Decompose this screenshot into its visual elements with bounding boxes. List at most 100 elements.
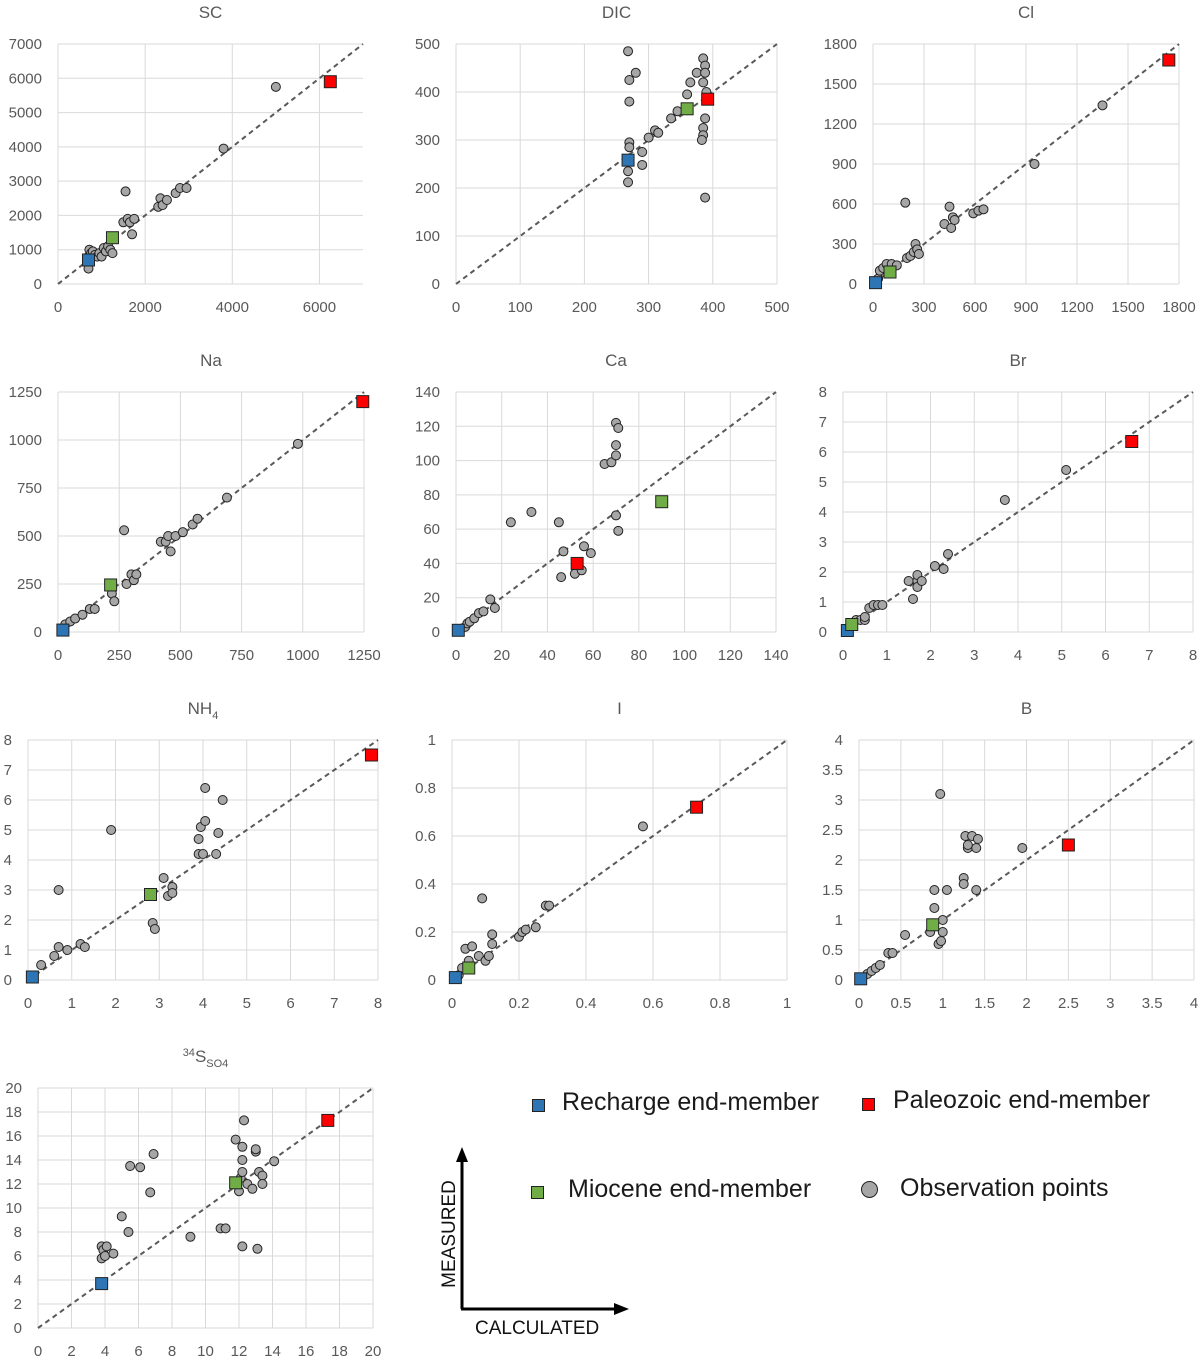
chart-title: NH4 (188, 699, 219, 722)
observation-point (630, 67, 641, 78)
y-tick-label: 7 (4, 762, 12, 779)
miocene-end-member (655, 495, 669, 509)
y-tick-label: 2 (14, 1296, 22, 1313)
y-tick-label: 0 (14, 1320, 22, 1337)
observation-point (682, 89, 693, 100)
observation-point (666, 113, 677, 124)
y-tick-label: 5 (4, 822, 12, 839)
x-tick-label: 7 (1145, 647, 1153, 664)
x-tick-label: 1 (783, 995, 791, 1012)
chart-title: Cl (1018, 3, 1034, 22)
observation-point (79, 942, 90, 952)
chart-title: B (1021, 699, 1032, 718)
observation-point (131, 569, 142, 580)
observation-point (221, 492, 232, 503)
observation-point (100, 1251, 110, 1261)
y-tick-label: 250 (17, 576, 42, 593)
x-tick-label: 0 (24, 995, 32, 1012)
observation-point (611, 440, 621, 451)
x-tick-label: 600 (962, 299, 987, 316)
observation-point (530, 922, 541, 933)
x-tick-label: 12 (231, 1343, 248, 1360)
x-tick-label: 2 (111, 995, 119, 1012)
observation-point (49, 951, 60, 961)
legend-recharge-marker (532, 1099, 545, 1112)
legend-observation-marker (861, 1181, 878, 1198)
chart-title: DIC (602, 3, 631, 22)
observation-point (685, 77, 696, 88)
legend-paleozoic-marker (862, 1098, 875, 1111)
observation-point (485, 594, 496, 605)
observation-point (624, 75, 635, 85)
y-tick-label: 300 (415, 132, 440, 149)
y-tick-label: 2 (819, 564, 827, 581)
x-tick-label: 20 (493, 647, 510, 664)
x-tick-label: 2 (67, 1343, 75, 1360)
observation-point (887, 948, 898, 958)
y-tick-label: 40 (423, 555, 440, 572)
recharge-end-member (621, 153, 635, 167)
observation-point (36, 960, 47, 970)
y-tick-label: 0.4 (415, 876, 436, 893)
y-tick-label: 1000 (9, 242, 42, 259)
chart-title: I (617, 699, 622, 718)
observation-point (145, 1187, 156, 1198)
x-tick-label: 900 (1013, 299, 1038, 316)
chart-title-sub: SO4 (206, 1058, 228, 1070)
observation-point (929, 885, 940, 895)
observation-point (106, 825, 117, 835)
y-tick-label: 6 (14, 1248, 22, 1265)
y-tick-label: 2000 (9, 207, 42, 224)
y-tick-label: 1500 (824, 76, 857, 93)
x-tick-label: 0 (54, 647, 62, 664)
x-tick-label: 300 (911, 299, 936, 316)
x-tick-label: 8 (1189, 647, 1197, 664)
x-tick-label: 7 (330, 995, 338, 1012)
observation-point (148, 1149, 159, 1159)
x-tick-label: 0 (34, 1343, 42, 1360)
observation-point (101, 1241, 112, 1252)
paleozoic-end-member (690, 800, 704, 814)
x-tick-label: 0 (452, 647, 460, 664)
y-tick-label: 0 (432, 624, 440, 641)
observation-point (127, 229, 138, 240)
chart-title-main: SC (199, 3, 223, 22)
observation-point (116, 1211, 127, 1222)
miocene-end-member (883, 265, 897, 279)
legend-paleozoic-label: Paleozoic end-member (893, 1086, 1151, 1114)
chart-title-sup: 34 (183, 1047, 195, 1059)
x-tick-label: 2 (926, 647, 934, 664)
x-tick-label: 4 (199, 995, 207, 1012)
chart-ca: 0 20 40 60 80 100 120 140 0 20 40 60 80 100 120 140 Ca (415, 351, 789, 664)
observation-point (217, 795, 228, 805)
y-tick-label: 3 (835, 792, 843, 809)
y-tick-label: 3 (819, 534, 827, 551)
observation-point (637, 159, 648, 170)
miocene-end-member (926, 918, 940, 932)
chart-na: 0 250 500 750 1000 1250 0 250 500 750 1000 1250 Na (9, 351, 381, 664)
chart-title: Br (1010, 351, 1027, 370)
y-tick-label: 60 (423, 521, 440, 538)
observation-point (1061, 465, 1072, 475)
observation-point (943, 549, 953, 559)
observation-point (211, 849, 222, 859)
observation-point (971, 885, 982, 895)
x-tick-label: 4 (101, 1343, 109, 1360)
observation-point (556, 572, 567, 583)
one-to-one-line (37, 1087, 374, 1329)
observation-point (929, 561, 940, 571)
chart-cl: 0 300 600 900 1200 1500 1800 0 300 600 900 1200 1500… (824, 3, 1196, 316)
observation-point (637, 821, 648, 832)
recharge-end-member (82, 253, 95, 267)
observation-point (237, 1155, 248, 1165)
observation-point (949, 215, 960, 225)
paleozoic-end-member (1125, 435, 1139, 448)
observation-point (53, 885, 64, 895)
paleozoic-end-member (364, 748, 378, 762)
legend-miocene-label: Miocene end-member (568, 1175, 812, 1203)
one-to-one-line (455, 43, 778, 285)
paleozoic-end-member (570, 556, 584, 570)
observation-point (250, 1144, 261, 1155)
observation-point (135, 1162, 146, 1173)
